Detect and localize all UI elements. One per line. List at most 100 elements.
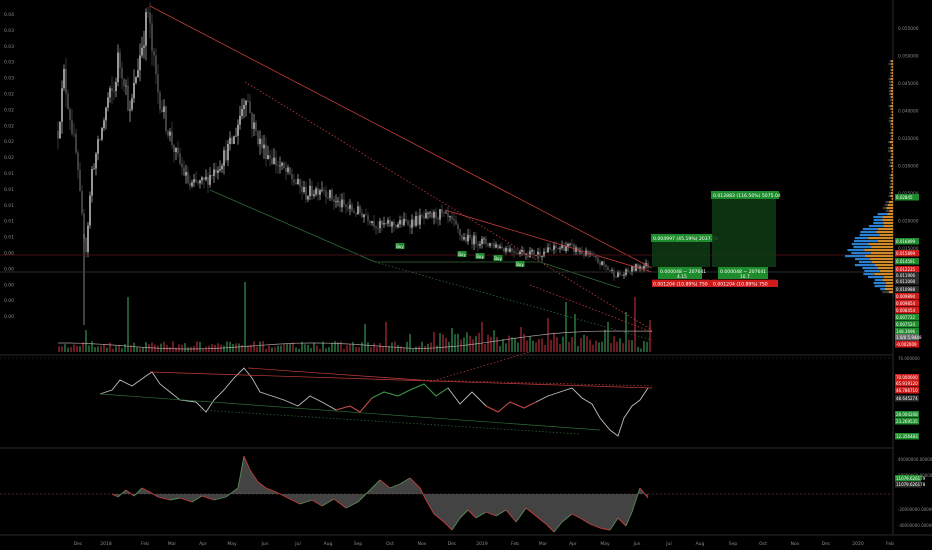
volume-bar [436,345,438,352]
candle-body [345,204,347,207]
left-tick-label: 0.02 [4,155,14,161]
volume-bar [496,337,498,352]
candle-body [295,182,297,185]
candle-body [513,251,515,253]
macd-line-segment [399,477,411,485]
volume-profile-bar [874,279,883,282]
macd-labels: 40000000.00000020000000.000000-20000000.… [895,457,932,528]
macd-line-segment [419,487,427,501]
volume-profile-bar [888,159,892,162]
volume-profile-bar [888,63,892,66]
volume-bar [442,334,444,352]
candle-body [133,82,135,99]
entry-label: 0.000048 − 207641 [660,269,706,275]
price-label: 0.011906 [896,273,916,278]
candle-body [207,176,209,185]
volume-bar [604,329,606,352]
candle-body [237,124,239,136]
macd-line-segment [505,509,517,523]
macd-line-segment [179,497,193,503]
candle-body [297,178,299,185]
candle-body [417,215,419,225]
volume-bar [523,333,525,352]
candle-body [169,131,171,136]
candle-body [113,91,115,92]
candle-body [221,165,223,170]
rsi-trend-line [247,367,421,381]
candle-body [273,157,275,164]
candle-body [57,130,59,139]
candle-body [279,165,281,167]
volume-profile-bar [871,246,893,249]
volume-profile-bar [891,81,893,84]
candle-body [89,195,91,226]
candle-body [275,157,277,166]
candle-body [317,188,319,195]
volume-profile-bar [890,150,893,153]
candle-body [269,155,271,159]
volume-bar [343,348,345,352]
volume-profile-bar [891,129,893,132]
candle-body [535,255,537,257]
candle-body [255,122,257,131]
candle-body [619,271,621,276]
volume-bar [628,339,630,352]
candle-body [571,243,573,245]
candle-body [215,169,217,173]
price-axis-tick: 0.030000 [898,164,919,170]
time-axis-label: May [227,541,237,547]
macd-line-segment [333,498,347,509]
candle-body [573,244,575,252]
volume-bar [466,332,468,352]
candle-body [203,177,205,180]
rsi-label: 23.269535 [896,419,918,424]
volume-bar [97,346,99,352]
volume-bar [622,343,624,352]
volume-profile-bar [891,180,893,183]
volume-bar [121,348,123,352]
macd-line-segment [485,511,497,517]
candle-body [485,238,487,244]
candle-body [409,224,411,228]
buy-signal-bg [515,261,525,267]
volume-bar [334,341,336,352]
candle-body [213,169,215,176]
price-label-bg [895,334,919,341]
volume-bar [199,341,201,352]
candle-body [75,133,77,153]
rsi-support-dotted [199,409,581,435]
volume-profile-bar [874,285,886,288]
volume-bar [385,322,387,352]
time-axis-label: Jul [665,541,671,547]
buy-signal-label: Buy [494,256,502,261]
candle-body [465,237,467,242]
volume-bar [409,334,411,352]
candle-body [441,209,443,213]
volume-profile-bar [891,63,893,66]
volume-bar [265,348,267,352]
candle-body [525,253,527,256]
price-label-bg [895,258,919,265]
volume-profile-bar [886,207,893,210]
position-boxes: 0.004997 (45.19%) 2037.58 0.000048 − 2076… [651,191,781,288]
volume-bar [229,341,231,352]
candle-body [291,174,293,180]
volume-bar [76,345,78,352]
candle-body [387,219,389,224]
volume-bar [178,344,180,352]
volume-profile-bar [890,105,893,108]
stop-label-bg [652,280,712,287]
volume-bar [535,342,537,352]
volume-bar [256,346,258,352]
volume-profile-bar [889,108,892,111]
volume-profile-bar [890,102,892,105]
buy-signal-bg [493,255,503,261]
candle-body [603,261,605,266]
volume-bar [400,346,402,352]
volume-profile-bar [882,279,893,282]
macd-line-segment [141,487,151,493]
volume-bar [415,346,417,352]
volume-bar [190,346,192,352]
